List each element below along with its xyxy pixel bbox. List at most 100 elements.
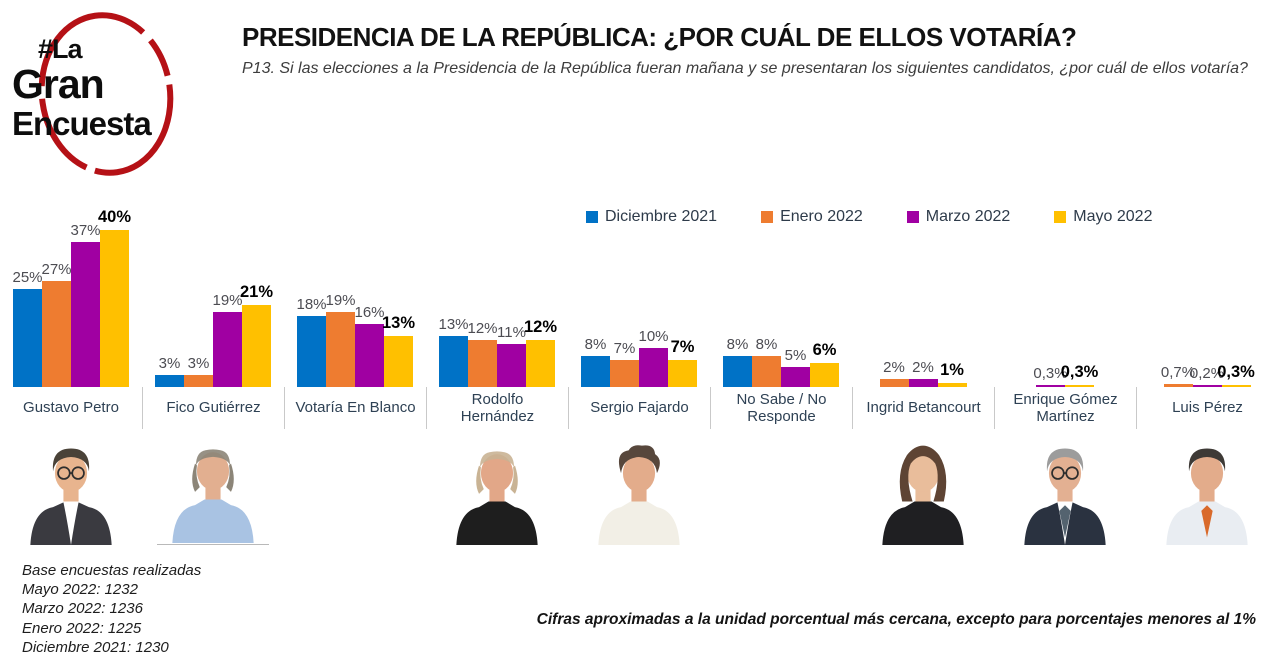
la-gran-encuesta-logo: #La Gran Encuesta	[0, 6, 240, 176]
category-label-text: Fico Gutiérrez	[166, 399, 261, 417]
photo-cell	[1136, 429, 1278, 545]
legend-swatch-icon	[586, 211, 598, 223]
photo-cell	[0, 429, 142, 545]
bar-group: 2% 2% 1%	[852, 180, 994, 387]
legend-swatch-icon	[761, 211, 774, 223]
legend-label: Enero 2022	[780, 208, 863, 225]
bar-value-label: 12%	[523, 317, 558, 336]
bar-value-label: 40%	[97, 208, 132, 226]
bar-segment: 7%	[610, 340, 639, 387]
bar-value-label: 13%	[381, 313, 416, 332]
bar-segment: 10%	[638, 328, 669, 387]
bar-value-label: 8%	[726, 335, 749, 353]
bar-segment: 2%	[879, 359, 909, 387]
photo-cell	[994, 429, 1136, 545]
chart-bars-row: 25% 27% 37% 40% 3% 3% 19% 21% 18% 19% 16% 13% 13% 12%…	[0, 180, 1278, 387]
candidate-photo	[1024, 448, 1106, 545]
bar-segment: 37%	[70, 222, 101, 387]
category-label-text: Sergio Fajardo	[590, 399, 689, 417]
bar-segment: 12%	[467, 320, 498, 387]
candidate-photo	[1166, 448, 1248, 545]
bar-value-label: 5%	[784, 347, 807, 365]
bar-chart: Diciembre 2021 Enero 2022 Marzo 2022 Mayo 2…	[0, 180, 1278, 545]
logo-circle-icon	[38, 12, 174, 176]
bar-value-label: 16%	[354, 304, 385, 322]
bar-segment: 11%	[497, 324, 526, 387]
bar-value-label: 6%	[812, 341, 837, 360]
base-note-line: Marzo 2022: 1236	[22, 600, 143, 618]
legend-swatch-icon	[1054, 211, 1067, 223]
legend-item: Diciembre 2021	[586, 208, 717, 226]
candidate-photo	[598, 445, 680, 545]
bar-segment: 5%	[781, 347, 810, 387]
logo-line-2: Gran	[12, 61, 105, 107]
bar-segment: 0,3%	[1061, 363, 1098, 387]
base-note-line: Base encuestas realizadas	[22, 562, 202, 579]
bar-value-label: 8%	[755, 335, 778, 353]
bar-group: 18% 19% 16% 13%	[284, 180, 426, 387]
photo-cell	[710, 429, 852, 545]
logo-line-3: Encuesta	[12, 105, 152, 142]
footer: Base encuestas realizadas Mayo 2022: 1232…	[0, 545, 1278, 657]
bar-segment: 8%	[723, 336, 752, 387]
candidate-photo	[882, 445, 964, 545]
bar-value-label: 0,3%	[1217, 363, 1255, 381]
bar-segment: 12%	[524, 318, 557, 387]
bar-segment: 3%	[155, 355, 184, 387]
category-label: Gustavo Petro	[0, 387, 142, 429]
bar-value-label: 3%	[158, 355, 181, 373]
legend-swatch-icon	[906, 211, 919, 223]
bar-segment: 19%	[212, 292, 243, 387]
bar-segment: 0,7%	[1161, 364, 1195, 387]
bar-segment: 2%	[908, 359, 938, 387]
category-label: Fico Gutiérrez	[142, 387, 284, 429]
bar-segment: 21%	[240, 283, 273, 387]
bar-segment: 27%	[41, 261, 72, 387]
legend-item: Enero 2022	[761, 208, 863, 226]
bar-group: 8% 7% 10% 7%	[568, 180, 710, 387]
category-label: Enrique Gómez Martínez	[994, 387, 1136, 429]
bar-segment: 6%	[810, 341, 839, 387]
bar-group: 0,3% 0,3%	[994, 180, 1136, 387]
category-label: Luis Pérez	[1136, 387, 1278, 429]
bar-segment: 16%	[354, 304, 385, 387]
bar-group: 8% 8% 5% 6%	[710, 180, 852, 387]
category-label: No Sabe / No Responde	[710, 387, 852, 429]
photo-cell	[568, 429, 710, 545]
bar-segment: 0,3%	[1033, 365, 1068, 387]
photo-cell	[426, 429, 568, 545]
bar-value-label: 0,7%	[1160, 364, 1196, 382]
base-note-line: Enero 2022: 1225	[22, 619, 142, 637]
candidate-photo	[30, 448, 112, 545]
bar-value-label: 18%	[296, 296, 327, 314]
bar-segment: 0,2%	[1190, 365, 1224, 387]
page-title: PRESIDENCIA DE LA REPÚBLICA: ¿POR CUÁL D…	[242, 22, 1077, 52]
title-block: PRESIDENCIA DE LA REPÚBLICA: ¿POR CUÁL D…	[240, 6, 1248, 80]
bar-segment: 25%	[12, 269, 43, 387]
bar-value-label: 1%	[940, 361, 964, 380]
bar-segment: 8%	[581, 336, 610, 387]
bar-value-label: 19%	[212, 292, 243, 310]
category-label-text: Votaría En Blanco	[295, 399, 416, 417]
legend-label: Diciembre 2021	[605, 208, 718, 225]
bar-value-label: 10%	[638, 327, 669, 345]
legend-label: Mayo 2022	[1073, 208, 1153, 225]
photo-cell	[284, 429, 426, 545]
base-note-line: Diciembre 2021: 1230	[22, 638, 169, 656]
category-label-text: Rodolfo Hernández	[460, 390, 535, 425]
bar-value-label: 12%	[467, 319, 498, 337]
bar-group: 25% 27% 37% 40%	[0, 180, 142, 387]
bar-segment: 13%	[438, 316, 469, 387]
category-label: Ingrid Betancourt	[852, 387, 994, 429]
bar-segment: 19%	[325, 292, 356, 387]
category-label-text: Luis Pérez	[1172, 399, 1243, 417]
legend-item: Mayo 2022	[1054, 208, 1152, 226]
candidate-photos-row	[0, 429, 1278, 545]
category-label-text: No Sabe / No Responde	[736, 390, 827, 425]
category-label: Sergio Fajardo	[568, 387, 710, 429]
candidate-photo	[172, 449, 254, 543]
bar-value-label: 13%	[438, 315, 469, 333]
bar-value-label: 8%	[584, 335, 607, 353]
category-label-text: Ingrid Betancourt	[866, 399, 981, 417]
bar-segment: 13%	[382, 314, 415, 387]
